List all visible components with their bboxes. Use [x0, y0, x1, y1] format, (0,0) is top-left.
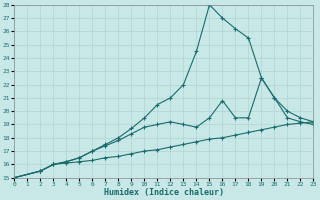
- X-axis label: Humidex (Indice chaleur): Humidex (Indice chaleur): [104, 188, 224, 197]
